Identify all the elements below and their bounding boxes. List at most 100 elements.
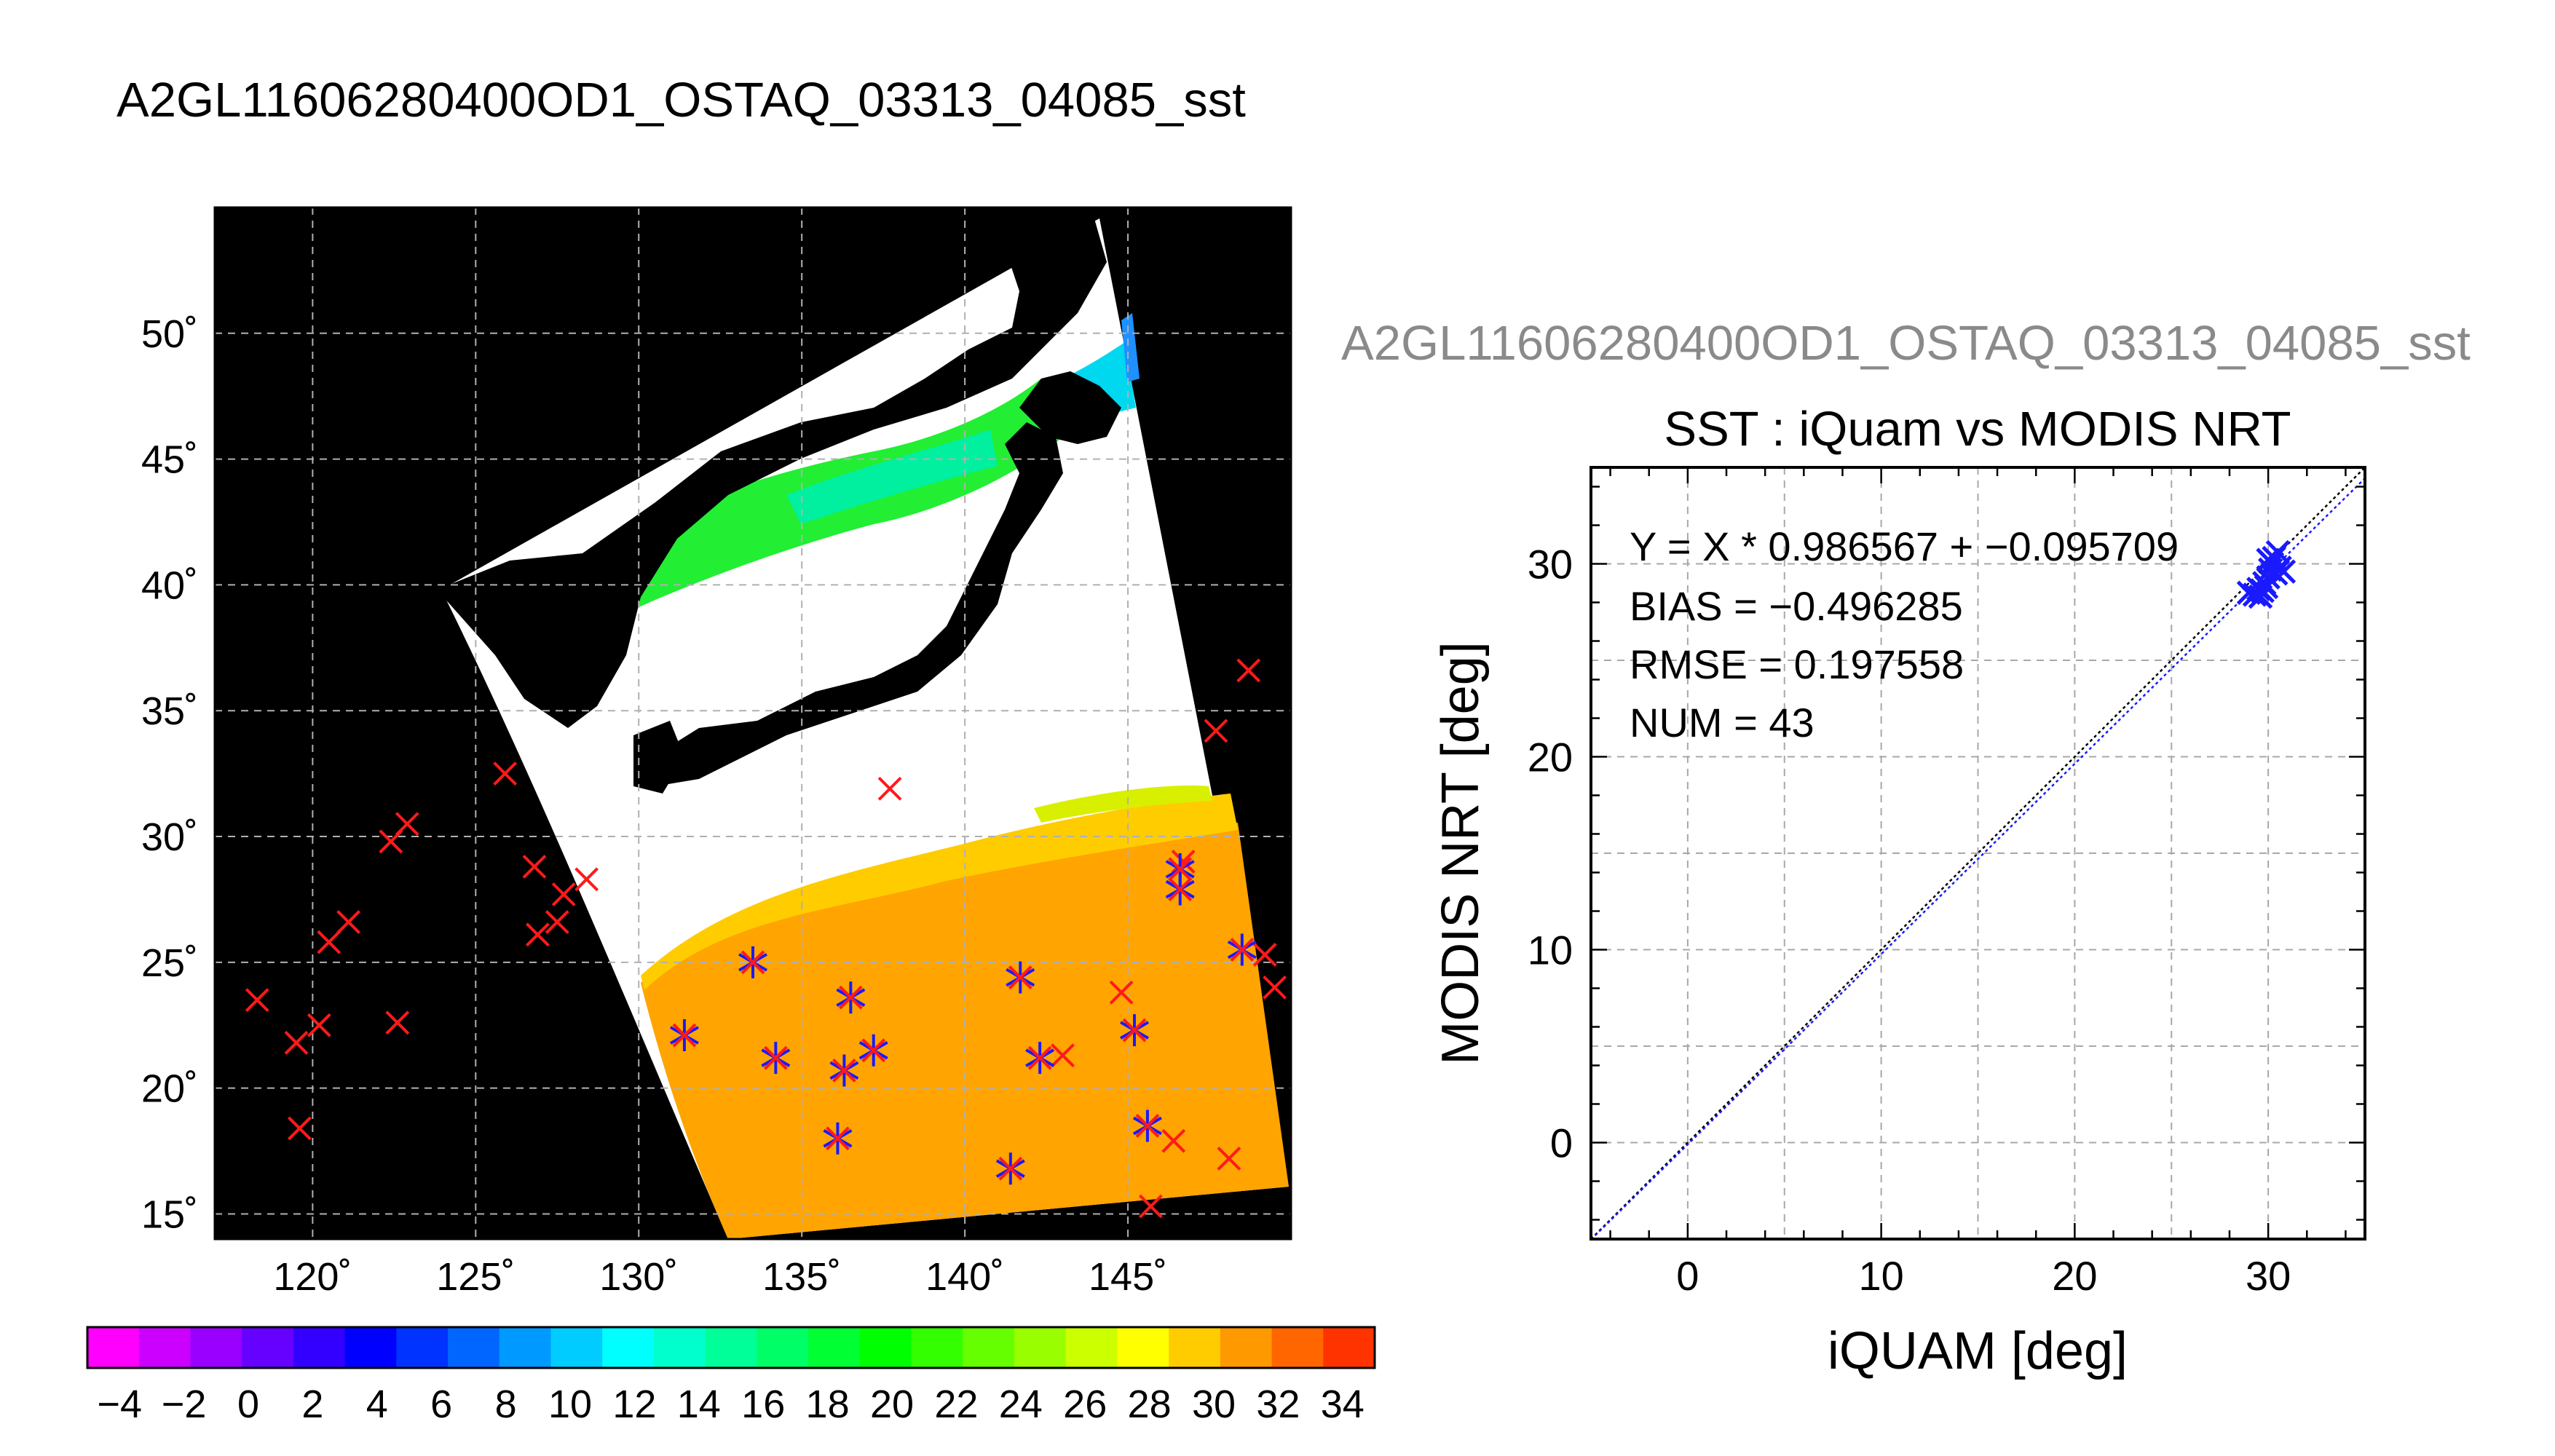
colorbar-cell — [499, 1327, 551, 1368]
unmatched-point — [1051, 1043, 1075, 1068]
matched-point-overlay — [832, 1059, 856, 1083]
unmatched-point — [1138, 1194, 1163, 1219]
unmatched-point-stroke-b — [385, 1010, 410, 1035]
map-frame — [213, 206, 1292, 1241]
unmatched-point-stroke-b — [1109, 980, 1134, 1005]
colorbar-tick-label: 34 — [1321, 1382, 1365, 1426]
unmatched-point — [877, 776, 902, 801]
unmatched-point-stroke-b — [336, 910, 361, 934]
matched-point-overlay-stroke-b — [1135, 1114, 1160, 1138]
scatter-y-axis: 0 10 20 30 — [1528, 542, 1573, 1166]
scatter-x-label: iQUAM [deg] — [1828, 1322, 2128, 1380]
sst-field-warm-yellow — [641, 794, 1238, 990]
matched-point-overlay-stroke-b — [998, 1156, 1023, 1181]
map-x-tick-label: 125˚ — [436, 1255, 515, 1299]
colorbar-cell — [1117, 1327, 1169, 1368]
colorbar-cell — [1014, 1327, 1067, 1368]
colorbar-cell — [808, 1327, 861, 1368]
matched-point — [829, 1054, 859, 1087]
matched-point-overlay-stroke-b — [1122, 1018, 1147, 1042]
unmatched-point-stroke-b — [1263, 975, 1287, 1000]
matched-point — [669, 1019, 699, 1052]
unmatched-point — [1236, 658, 1261, 683]
unmatched-point — [574, 867, 599, 892]
scatter-lines — [1591, 467, 2365, 1239]
secondary-title: A2GL11606280400OD1_OSTAQ_03313_04085_sst — [1341, 316, 2471, 371]
matched-point-overlay-stroke-b — [1027, 1045, 1052, 1070]
sst-map — [213, 206, 1292, 1241]
colorbar-cell — [859, 1327, 912, 1368]
matched-point-overlay — [672, 1023, 697, 1048]
unmatched-point-stroke-b — [284, 1031, 309, 1055]
matched-point — [738, 946, 768, 978]
colorbar-cell — [190, 1327, 242, 1368]
matched-point — [761, 1042, 791, 1075]
unmatched-point — [284, 1031, 309, 1055]
colorbar-cell — [87, 1327, 140, 1368]
matched-point-overlay-stroke-b — [826, 1126, 850, 1151]
map-y-tick-label: 45˚ — [141, 438, 198, 482]
unmatched-point-stroke-b — [395, 812, 419, 836]
colorbar-tick-label: 20 — [870, 1382, 914, 1426]
colorbar-tick-label: 2 — [301, 1382, 323, 1426]
colorbar-cell — [1271, 1327, 1324, 1368]
colorbar-tick-label: −2 — [162, 1382, 207, 1426]
colorbar-tick-label: 24 — [999, 1382, 1043, 1426]
unmatched-point — [525, 922, 550, 947]
unmatched-point-stroke-b — [1161, 1128, 1186, 1153]
map-y-axis: 15˚ 20˚ 25˚ 30˚ 35˚ 40˚ 45˚ 50˚ — [141, 312, 198, 1237]
matched-point-overlay — [763, 1045, 788, 1070]
map-x-tick-label: 120˚ — [273, 1255, 352, 1299]
unmatched-point — [1171, 850, 1196, 874]
map-y-tick-label: 25˚ — [141, 941, 198, 985]
scatter-frame — [1590, 466, 2366, 1241]
colorbar-tick-label: 6 — [430, 1382, 452, 1426]
scatter-y-tick-label: 20 — [1528, 735, 1573, 780]
unmatched-point — [245, 988, 269, 1013]
matched-point-overlay-stroke-b — [741, 950, 765, 975]
unmatched-point-stroke-b — [1051, 1043, 1075, 1068]
matched-point — [1025, 1042, 1055, 1075]
unmatched-point-stroke-b — [525, 922, 550, 947]
colorbar-cell — [396, 1327, 449, 1368]
matched-point-overlay — [1027, 1045, 1052, 1070]
map-x-tick-label: 140˚ — [925, 1255, 1004, 1299]
matched-point-overlay-stroke-b — [763, 1045, 788, 1070]
unmatched-point — [385, 1010, 410, 1035]
stats-fit: Y = X * 0.986567 + −0.095709 — [1630, 523, 2179, 569]
matched-point-overlay-stroke-b — [861, 1038, 886, 1063]
unmatched-point — [1217, 1146, 1241, 1171]
colorbar-cell — [448, 1327, 500, 1368]
scatter-y-tick-label: 30 — [1528, 542, 1573, 587]
sst-field-yellow-green — [1034, 786, 1212, 823]
colorbar-tick-label: 8 — [495, 1382, 517, 1426]
colorbar-cell — [242, 1327, 294, 1368]
unmatched-point — [1109, 980, 1134, 1005]
map-y-tick-label: 35˚ — [141, 689, 198, 733]
unmatched-point — [288, 1116, 312, 1141]
scatter-x-tick-label: 20 — [2052, 1253, 2097, 1299]
unmatched-point — [493, 761, 518, 786]
colorbar-tick-label: 0 — [237, 1382, 259, 1426]
stats-rmse: RMSE = 0.197558 — [1630, 641, 1964, 687]
colorbar-cell — [757, 1327, 809, 1368]
sst-field-teal — [786, 430, 998, 524]
colorbar-cell — [653, 1327, 706, 1368]
unmatched-point-stroke-b — [1217, 1146, 1241, 1171]
matched-point — [823, 1122, 853, 1155]
map-y-tick-label: 30˚ — [141, 815, 198, 859]
colorbar-cell — [1065, 1327, 1118, 1368]
unmatched-point-stroke-b — [1138, 1194, 1163, 1219]
land-sakhalin — [1019, 218, 1049, 349]
matched-point-overlay-stroke-b — [838, 985, 863, 1010]
matched-point-overlay-stroke-b — [1230, 938, 1255, 962]
scatter-point-stroke-b — [2256, 547, 2280, 572]
matched-point-overlay — [998, 1156, 1023, 1181]
unmatched-point — [307, 1013, 331, 1037]
matched-point — [1120, 1014, 1150, 1047]
matched-point — [1165, 852, 1195, 885]
matched-point — [995, 1152, 1025, 1185]
colorbar-cells — [87, 1327, 1375, 1368]
unmatched-point-stroke-b — [245, 988, 269, 1013]
